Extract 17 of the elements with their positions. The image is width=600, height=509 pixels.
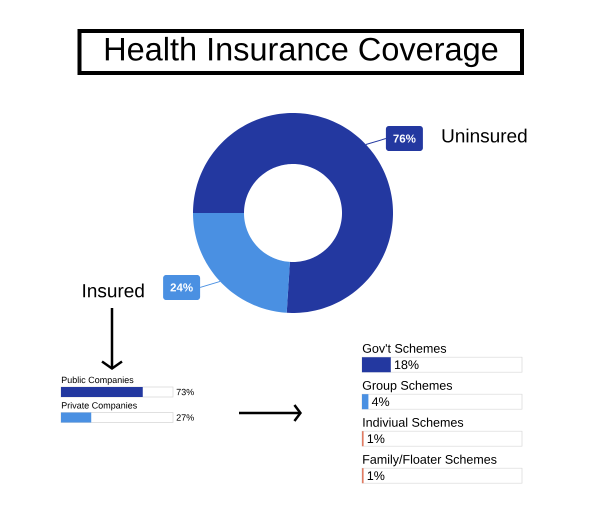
chart-title: Health Insurance Coverage [106, 36, 498, 68]
y-tick-label: Family/Floater Schemes [363, 454, 496, 466]
data-label: 18% [394, 360, 419, 370]
data-label: 73% [176, 388, 194, 396]
legend-label: Uninsured [442, 128, 526, 143]
data-label: 27% [176, 414, 194, 421]
slice-label: Insured [83, 283, 144, 298]
data-label: 4% [372, 397, 390, 406]
y-tick-label: Indiviual Schemes [363, 418, 464, 427]
data-label: 1% [368, 434, 384, 444]
y-tick-label: Public Companies [62, 376, 134, 385]
data-label: 1% [368, 471, 384, 480]
data-label: 24% [170, 283, 193, 292]
data-label: 76% [393, 134, 416, 143]
y-tick-label: Private Companies [62, 402, 137, 410]
y-tick-label: Group Schemes [362, 380, 452, 392]
y-tick-label: Gov't Schemes [362, 344, 446, 353]
